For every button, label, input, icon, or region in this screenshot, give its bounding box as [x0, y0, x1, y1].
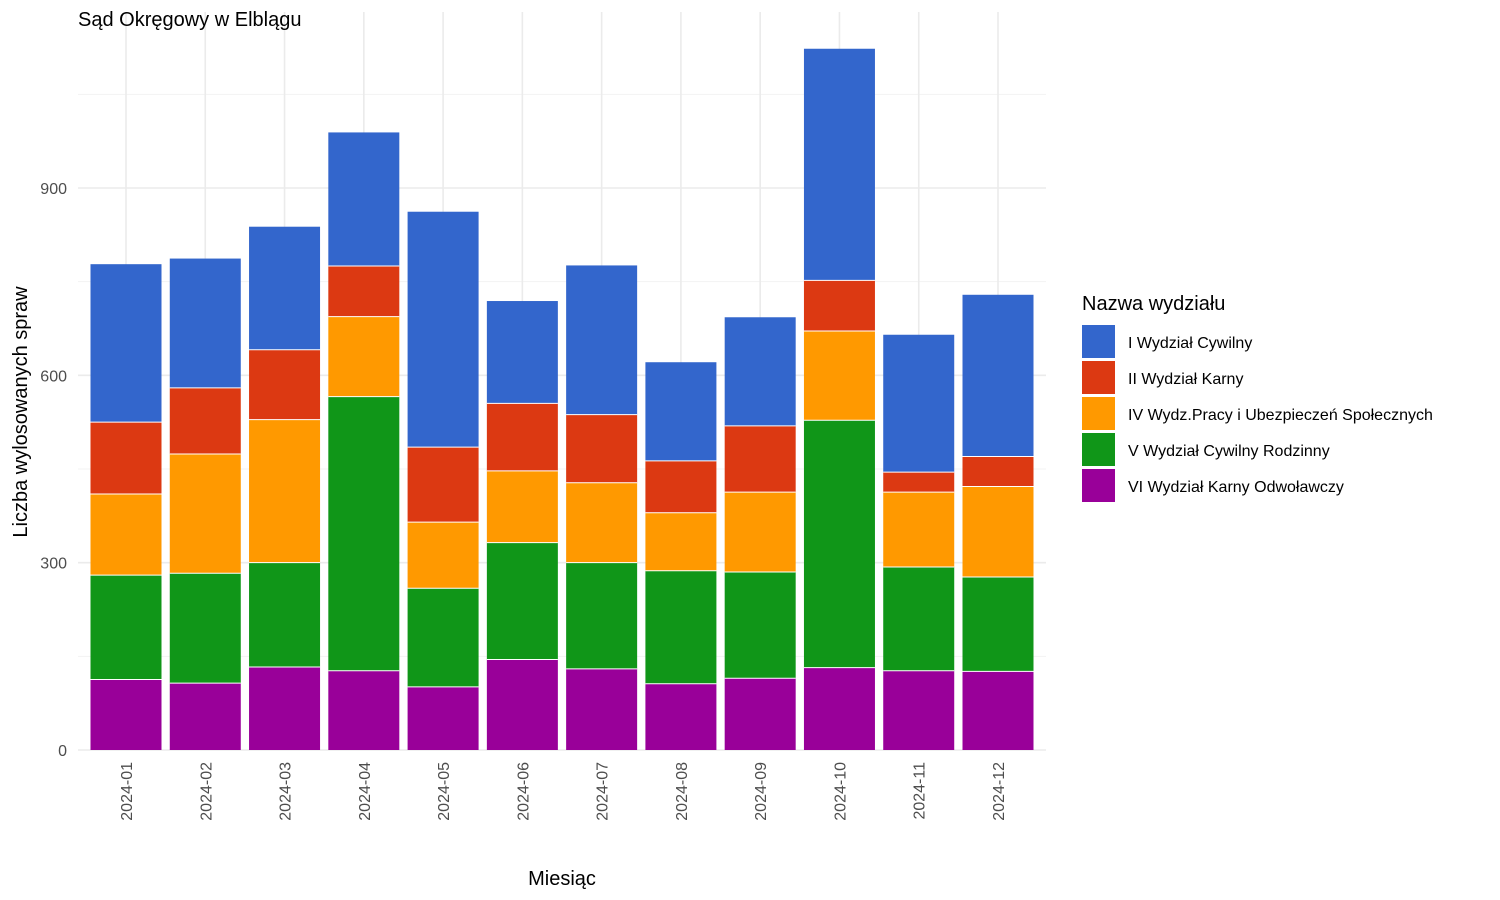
y-tick-label: 300	[40, 556, 67, 573]
legend-swatch	[1082, 361, 1115, 394]
legend-label: II Wydział Karny	[1128, 371, 1243, 388]
bar-segment	[90, 679, 162, 750]
bar-segment	[328, 396, 400, 671]
bar-segment	[90, 493, 162, 576]
bar-segment	[724, 317, 796, 426]
bar-segment	[169, 454, 241, 574]
bar-segment	[883, 670, 955, 750]
bar-segment	[90, 422, 162, 494]
bar-segment	[249, 349, 321, 420]
bar-segment	[169, 387, 241, 455]
bar-segment	[407, 447, 479, 523]
y-tick-label: 900	[40, 181, 67, 198]
chart-title: Sąd Okręgowy w Elblągu	[78, 9, 301, 31]
bar-segment	[566, 414, 638, 483]
bar-segment	[249, 562, 321, 667]
bar-segment	[724, 572, 796, 679]
bar-segment	[566, 562, 638, 669]
bar-segment	[169, 683, 241, 750]
x-axis-ticks: 2024-01 2024-02 2024-03 2024-04 2024-05 2024-…	[119, 762, 1008, 821]
legend-label: V Wydział Cywilny Rodzinny	[1128, 443, 1330, 460]
bar-segment	[486, 542, 558, 660]
bar-segment	[645, 362, 717, 461]
x-tick-label: 2024-06	[515, 762, 532, 821]
bar-segment	[883, 567, 955, 671]
x-tick-label: 2024-02	[198, 762, 215, 821]
bar-segment	[645, 460, 717, 513]
bar-segment	[645, 570, 717, 684]
legend-swatch	[1082, 433, 1115, 466]
bar-segment	[724, 425, 796, 493]
bar-segment	[407, 522, 479, 589]
bar-segment	[962, 456, 1034, 487]
bar-segment	[962, 294, 1034, 457]
x-tick-label: 2024-01	[119, 762, 136, 821]
bar-segment	[566, 668, 638, 750]
x-tick-label: 2024-03	[278, 762, 295, 821]
bar-segment	[645, 512, 717, 571]
legend-label: VI Wydział Karny Odwoławczy	[1128, 479, 1344, 496]
bar-segment	[803, 667, 875, 750]
bar-segment	[566, 482, 638, 563]
y-axis-title: Liczba wylosowanych spraw	[10, 286, 32, 538]
bar-segment	[962, 577, 1034, 672]
bar-segment	[407, 588, 479, 687]
x-tick-label: 2024-11	[912, 762, 929, 820]
bar-segment	[328, 266, 400, 317]
bar-segment	[328, 132, 400, 267]
x-tick-label: 2024-08	[674, 762, 691, 821]
bar-segment	[249, 226, 321, 350]
bar-segment	[169, 573, 241, 684]
bar-segment	[803, 280, 875, 331]
bar-segment	[486, 470, 558, 543]
legend-label: IV Wydz.Pracy i Ubezpieczeń Społecznych	[1128, 407, 1433, 424]
legend-swatch	[1082, 325, 1115, 358]
legend-swatch	[1082, 397, 1115, 430]
bars	[90, 48, 1034, 750]
bar-segment	[883, 472, 955, 493]
bar-segment	[407, 686, 479, 750]
x-tick-label: 2024-04	[357, 762, 374, 821]
bar-segment	[962, 486, 1034, 578]
legend-label: I Wydział Cywilny	[1128, 335, 1252, 352]
bar-segment	[724, 678, 796, 750]
bar-segment	[90, 264, 162, 423]
bar-segment	[645, 683, 717, 750]
bar-segment	[486, 301, 558, 404]
bar-segment	[883, 334, 955, 473]
x-axis-title: Miesiąc	[528, 868, 596, 890]
bar-segment	[328, 670, 400, 750]
bar-segment	[962, 671, 1034, 750]
y-axis-ticks: 0 300 600 900	[40, 181, 67, 760]
x-tick-label: 2024-10	[832, 762, 849, 821]
bar-segment	[883, 492, 955, 568]
legend: Nazwa wydziału I Wydział Cywilny II Wydzi…	[1082, 293, 1433, 502]
bar-segment	[169, 258, 241, 388]
legend-title: Nazwa wydziału	[1082, 293, 1225, 315]
x-tick-label: 2024-05	[436, 762, 453, 821]
legend-swatch	[1082, 469, 1115, 502]
bar-segment	[803, 48, 875, 281]
bar-segment	[407, 211, 479, 448]
y-tick-label: 0	[58, 743, 67, 760]
y-tick-label: 600	[40, 368, 67, 385]
bar-segment	[566, 265, 638, 415]
bar-segment	[724, 492, 796, 573]
bar-segment	[803, 420, 875, 668]
x-tick-label: 2024-09	[753, 762, 770, 821]
x-tick-label: 2024-07	[595, 762, 612, 821]
bar-segment	[803, 330, 875, 421]
bar-segment	[249, 666, 321, 750]
bar-segment	[486, 403, 558, 471]
bar-segment	[486, 659, 558, 750]
bar-segment	[90, 575, 162, 680]
bar-segment	[328, 316, 400, 397]
bar-segment	[249, 419, 321, 563]
x-tick-label: 2024-12	[991, 762, 1008, 821]
